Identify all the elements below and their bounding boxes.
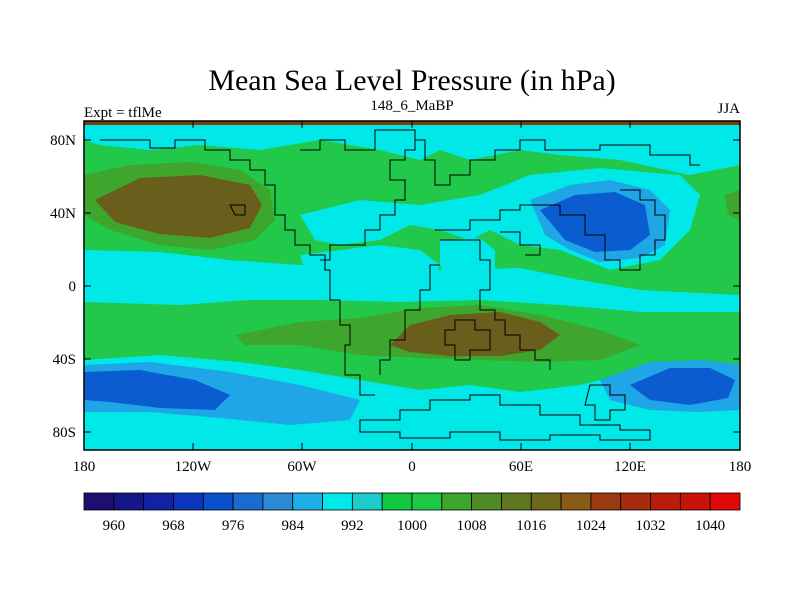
y-tick-label: 40N [50,206,76,222]
colorbar-label: 992 [341,518,364,534]
colorbar-label: 984 [281,518,304,534]
x-tick-label: 180 [73,459,96,475]
colorbar-label: 976 [222,518,245,534]
x-tick-label: 120W [175,459,213,475]
pressure-field [84,121,740,450]
coastlines [100,129,700,441]
colorbar-label: 1040 [695,518,725,534]
colorbar-swatch [322,492,353,511]
experiment-label: Expt = tflMe [84,105,162,121]
colorbar-swatch [709,492,741,511]
colorbar-swatch [113,492,145,511]
age-label: 148_6_MaBP [370,98,453,114]
colorbar-swatch [381,492,413,511]
colorbar-swatch [650,492,681,511]
y-tick-label: 80N [50,133,76,149]
colorbar-swatch [411,492,443,511]
colorbar [83,492,741,511]
colorbar-swatch [262,492,294,511]
colorbar-swatch [471,492,502,511]
colorbar-label: 1016 [516,518,547,534]
colorbar-label: 1008 [457,518,487,534]
x-axis [83,121,631,450]
colorbar-swatch [173,492,204,511]
colorbar-swatch [143,492,174,511]
colorbar-swatch [679,492,711,511]
colorbar-swatch [202,492,234,511]
season-label: JJA [717,101,740,117]
colorbar-label: 968 [162,518,185,534]
colorbar-label: 1032 [636,518,666,534]
colorbar-swatch [83,492,115,511]
y-tick-label: 80S [53,425,76,441]
y-axis [84,139,740,433]
x-tick-label: 120E [614,459,646,475]
colorbar-swatch [620,492,651,511]
colorbar-swatch [530,492,562,511]
x-tick-label: 60W [287,459,317,475]
y-tick-label: 0 [69,279,77,295]
colorbar-swatch [232,492,264,511]
colorbar-swatch [560,492,592,511]
colorbar-swatch [590,492,622,511]
colorbar-label: 1000 [397,518,427,534]
colorbar-swatch [292,492,323,511]
colorbar-swatch [441,492,473,511]
x-tick-label: 60E [509,459,533,475]
chart-title: Mean Sea Level Pressure (in hPa) [208,64,615,97]
x-tick-label: 0 [408,459,416,475]
colorbar-label: 1024 [576,518,607,534]
colorbar-label: 960 [103,518,126,534]
x-tick-label: 180 [729,459,752,475]
y-tick-label: 40S [53,352,76,368]
colorbar-swatch [351,492,383,511]
colorbar-labels: 960 968 976 984 992 1000 1008 1016 1024 1032 1040 [103,518,726,534]
colorbar-swatch [501,492,532,511]
